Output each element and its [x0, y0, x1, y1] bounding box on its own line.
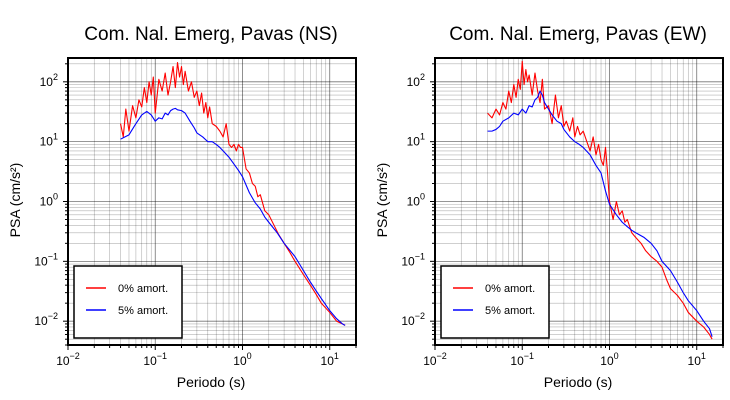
y-tick-label: 102	[40, 72, 58, 89]
legend-label-0: 0% amort.	[118, 283, 168, 295]
x-tick-label: 100	[600, 351, 618, 368]
x-tick-label: 10−1	[510, 351, 534, 368]
series-line-1	[120, 107, 346, 326]
x-tick-label: 10−2	[56, 351, 80, 368]
y-tick-label: 101	[40, 132, 58, 149]
x-tick-label: 100	[233, 351, 251, 368]
y-tick-label: 101	[407, 132, 425, 149]
axis-ticks	[430, 63, 724, 350]
y-tick-label: 100	[40, 192, 58, 209]
x-tick-label: 10−2	[423, 351, 447, 368]
legend: 0% amort. 5% amort.	[73, 265, 183, 339]
legend: 0% amort. 5% amort.	[440, 265, 550, 339]
y-tick-label: 10−1	[401, 251, 425, 268]
legend-label-1: 5% amort.	[485, 305, 535, 317]
chart-panel-ns: Com. Nal. Emerg, Pavas (NS) Periodo (s) …	[7, 24, 357, 390]
plot-area	[430, 57, 724, 350]
plot-area	[63, 57, 357, 350]
x-tick-label: 101	[321, 351, 339, 368]
legend-label-1: 5% amort.	[118, 305, 168, 317]
chart-panel-ew: Com. Nal. Emerg, Pavas (EW) Periodo (s) …	[374, 24, 724, 390]
y-axis-label: PSA (cm/s²)	[374, 163, 390, 238]
grid	[67, 58, 357, 346]
y-tick-label: 10−1	[34, 251, 58, 268]
legend-box	[440, 265, 550, 339]
chart-title: Com. Nal. Emerg, Pavas (EW)	[449, 24, 707, 45]
legend-box	[73, 265, 183, 339]
series-line-0	[487, 60, 713, 340]
y-tick-label: 102	[407, 72, 425, 89]
y-tick-label: 100	[407, 192, 425, 209]
series-line-1	[487, 90, 713, 337]
y-axis-label: PSA (cm/s²)	[7, 163, 23, 238]
series-line-0	[119, 61, 346, 326]
x-axis-label: Periodo (s)	[544, 374, 612, 390]
y-tick-label: 10−2	[34, 311, 58, 328]
x-axis-label: Periodo (s)	[177, 374, 245, 390]
axis-ticks	[63, 63, 357, 350]
legend-label-0: 0% amort.	[485, 283, 535, 295]
x-tick-label: 10−1	[143, 351, 167, 368]
chart-title: Com. Nal. Emerg, Pavas (NS)	[84, 24, 337, 45]
y-tick-label: 10−2	[401, 311, 425, 328]
x-tick-label: 101	[688, 351, 706, 368]
